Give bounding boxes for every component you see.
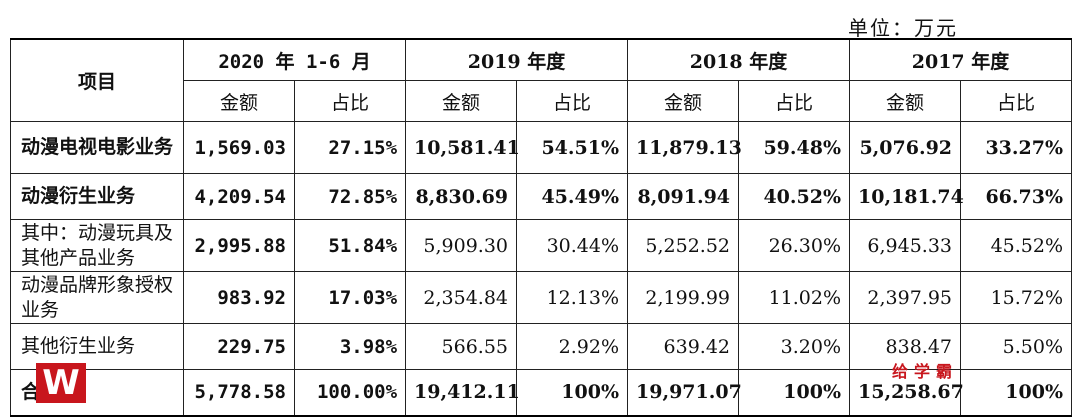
cell-ratio: 59.48%: [738, 121, 851, 174]
cell-ratio: 72.85%: [293, 173, 407, 220]
watermark-text: 给学霸: [892, 362, 959, 381]
table-row: 合计5,778.58100.00%19,412.11100%19,971.071…: [10, 369, 1073, 417]
header-ratio: 占比: [516, 80, 629, 122]
cell-amount: 5,778.58: [183, 369, 295, 417]
header-amount: 金额: [183, 80, 295, 122]
cell-amount: 11,879.13: [627, 121, 742, 174]
cell-amount: 4,209.54: [183, 173, 295, 220]
cell-ratio: 45.49%: [516, 173, 629, 220]
cell-ratio: 100.00%: [293, 369, 407, 417]
cell-amount: 2,199.99: [627, 271, 740, 324]
cell-ratio: 45.52%: [960, 219, 1073, 272]
header-amount: 金额: [849, 80, 962, 122]
cell-amount: 6,945.33: [849, 219, 962, 272]
header-period: 2017 年度: [849, 38, 1073, 81]
cell-amount: 5,909.30: [405, 219, 518, 272]
cell-amount: 229.75: [183, 323, 295, 370]
row-label: 动漫品牌形象授权业务: [10, 271, 184, 324]
cell-amount: 566.55: [405, 323, 518, 370]
cell-ratio: 66.73%: [960, 173, 1073, 220]
cell-ratio: 15.72%: [960, 271, 1073, 324]
table-row: 其中：动漫玩具及其他产品业务 2,995.88 51.84% 5,909.30 30.4…: [10, 219, 1073, 272]
cell-ratio: 100%: [960, 369, 1073, 417]
cell-amount: 10,181.74: [849, 173, 964, 220]
header-ratio: 占比: [293, 80, 407, 122]
cell-ratio: 17.03%: [293, 271, 407, 324]
cell-ratio: 3.98%: [293, 323, 407, 370]
header-period: 2018 年度: [627, 38, 851, 81]
cell-ratio: 100%: [738, 369, 851, 417]
table-row: 动漫品牌形象授权业务 983.92 17.03% 2,354.84 12.13% 2,19…: [10, 271, 1073, 324]
row-label: 其他衍生业务: [10, 323, 184, 370]
cell-ratio: 51.84%: [293, 219, 407, 272]
cell-ratio: 5.50%: [960, 323, 1073, 370]
cell-amount: 8,830.69: [405, 173, 518, 220]
cell-ratio: 12.13%: [516, 271, 629, 324]
unit-label: 单位：万元: [848, 16, 958, 40]
cell-ratio: 27.15%: [293, 121, 407, 174]
row-label: 动漫衍生业务: [10, 173, 184, 220]
header-amount: 金额: [627, 80, 740, 122]
cell-ratio: 54.51%: [516, 121, 629, 174]
row-label: 动漫电视电影业务: [10, 121, 184, 174]
watermark-logo-letter: W: [42, 363, 80, 403]
cell-amount: 983.92: [183, 271, 295, 324]
cell-ratio: 11.02%: [738, 271, 851, 324]
cell-amount: 639.42: [627, 323, 740, 370]
cell-ratio: 100%: [516, 369, 629, 417]
watermark-logo: W: [36, 363, 86, 403]
header-amount: 金额: [405, 80, 518, 122]
table-row: 动漫电视电影业务 1,569.03 27.15% 10,581.41 54.51% 11,…: [10, 121, 1073, 174]
cell-amount: 15,258.67: [849, 369, 964, 417]
header-ratio: 占比: [738, 80, 851, 122]
header-ratio: 占比: [960, 80, 1073, 122]
cell-amount: 10,581.41: [405, 121, 520, 174]
cell-ratio: 2.92%: [516, 323, 629, 370]
header-item: 项目: [10, 38, 184, 122]
cell-amount: 5,076.92: [849, 121, 962, 174]
cell-amount: 2,995.88: [183, 219, 295, 272]
header-period: 2020 年 1-6 月: [182, 38, 407, 81]
cell-ratio: 33.27%: [960, 121, 1073, 174]
cell-ratio: 40.52%: [738, 173, 851, 220]
cell-amount: 8,091.94: [627, 173, 740, 220]
table-row: 动漫衍生业务 4,209.54 72.85% 8,830.69 45.49% 8,091.…: [10, 173, 1073, 220]
cell-amount: 1,569.03: [183, 121, 295, 174]
cell-amount: 838.47: [849, 323, 962, 370]
table-body: 动漫电视电影业务 1,569.03 27.15% 10,581.41 54.51% 11,…: [10, 121, 1073, 417]
header-period: 2019 年度: [405, 38, 629, 81]
cell-ratio: 26.30%: [738, 219, 851, 272]
row-label: 其中：动漫玩具及其他产品业务: [10, 219, 184, 272]
cell-amount: 5,252.52: [627, 219, 740, 272]
revenue-table: 项目 2020 年 1-6 月 2019 年度 2018 年度 2017 年度 …: [10, 38, 1073, 417]
cell-amount: 2,354.84: [405, 271, 518, 324]
cell-ratio: 3.20%: [738, 323, 851, 370]
cell-amount: 19,971.07: [627, 369, 742, 417]
cell-ratio: 30.44%: [516, 219, 629, 272]
cell-amount: 2,397.95: [849, 271, 962, 324]
cell-amount: 19,412.11: [405, 369, 520, 417]
